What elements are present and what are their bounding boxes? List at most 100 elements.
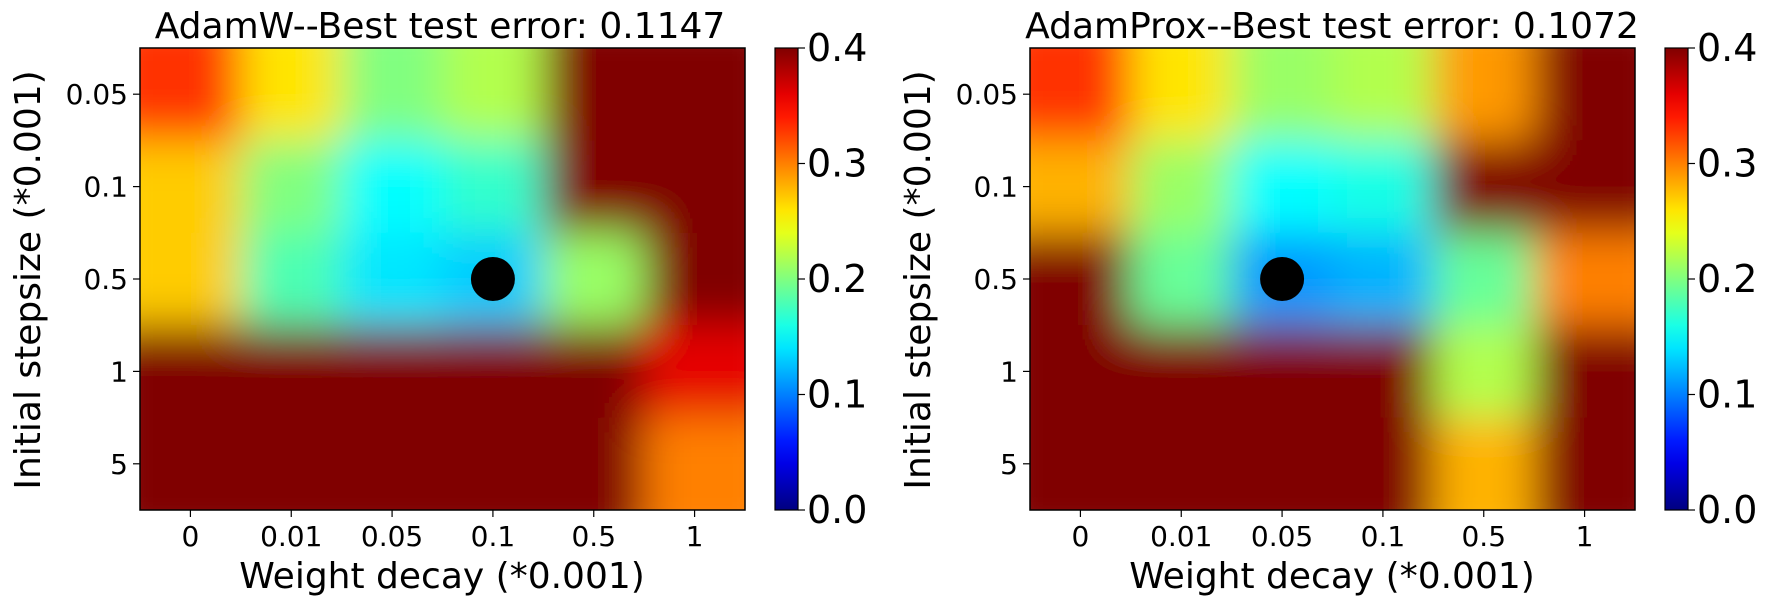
heatmap-cell — [1534, 48, 1635, 141]
heatmap-cell — [1433, 140, 1535, 234]
heatmap-cell — [644, 140, 745, 234]
y-tick-label: 5 — [1000, 448, 1018, 481]
heatmap-cell — [1130, 48, 1233, 141]
heatmap-cell — [1433, 48, 1535, 141]
colorbar-tick-label: 0.3 — [1697, 142, 1757, 186]
best-point-marker — [470, 257, 515, 301]
heatmap-cells — [140, 48, 745, 510]
colorbar-tick-label: 0.4 — [1697, 26, 1757, 70]
x-tick-label: 0 — [1072, 520, 1090, 553]
heatmap-cell — [442, 140, 544, 234]
x-axis-label: Weight decay (*0.001) — [239, 556, 645, 597]
heatmap-cell — [1332, 232, 1434, 326]
heatmap-cell — [644, 325, 745, 419]
heatmap-cells — [1030, 48, 1635, 510]
best-point-marker — [1260, 257, 1305, 301]
heatmap-cell — [341, 232, 443, 326]
colorbar-tick-label: 0.2 — [807, 257, 867, 301]
heatmap-cell — [1130, 325, 1233, 419]
y-tick-label: 1 — [110, 355, 128, 388]
x-axis-label: Weight decay (*0.001) — [1129, 556, 1535, 597]
heatmap-cell — [1130, 232, 1233, 326]
chart-title: AdamProx--Best test error: 0.1072 — [1025, 6, 1639, 47]
heatmap-cell — [442, 417, 544, 510]
heatmap-cell — [1332, 140, 1434, 234]
x-tick-label: 0 — [182, 520, 200, 553]
x-tick-label: 0.1 — [471, 520, 516, 553]
heatmap-panel-adamw: AdamW--Best test error: 0.1147 0 0.01 0.05… — [8, 6, 867, 597]
colorbar — [1664, 47, 1689, 511]
heatmap-cell — [644, 232, 745, 326]
y-axis-label: Initial stepsize (*0.001) — [898, 70, 939, 489]
y-tick-label: 0.5 — [973, 263, 1018, 296]
heatmap-cell — [1534, 325, 1635, 419]
heatmap-cell — [1030, 417, 1132, 510]
heatmap-cell — [240, 417, 343, 510]
heatmap-cell — [1433, 325, 1535, 419]
heatmap-cell — [543, 48, 645, 141]
x-tick-label: 1 — [1576, 520, 1594, 553]
colorbar-tick-label: 0.4 — [807, 26, 867, 70]
x-tick-label: 0.01 — [1150, 520, 1212, 553]
heatmap-cell — [1130, 417, 1233, 510]
heatmap-cell — [1030, 140, 1132, 234]
heatmap-cell — [1030, 232, 1132, 326]
heatmap-cell — [341, 140, 443, 234]
heatmap-cell — [1231, 417, 1333, 510]
x-tick-label: 0.5 — [1461, 520, 1506, 553]
y-axis-ticks: 0.05 0.1 0.5 1 5 — [66, 78, 140, 481]
colorbar-tick-label: 0.3 — [807, 142, 867, 186]
colorbar-tick-label: 0.0 — [807, 488, 867, 532]
y-tick-label: 0.1 — [973, 171, 1018, 204]
y-tick-label: 0.05 — [956, 78, 1018, 111]
heatmap-cell — [1534, 232, 1635, 326]
heatmap-cell — [1332, 325, 1434, 419]
heatmap-cell — [1231, 48, 1333, 141]
y-tick-label: 0.1 — [83, 171, 128, 204]
chart-title: AdamW--Best test error: 0.1147 — [155, 6, 726, 47]
heatmap-cell — [1130, 140, 1233, 234]
heatmap-cell — [140, 325, 242, 419]
x-tick-label: 0.05 — [1251, 520, 1313, 553]
heatmap-cell — [341, 417, 443, 510]
heatmap-cell — [1332, 48, 1434, 141]
heatmap-cell — [140, 48, 242, 141]
heatmap-cell — [644, 48, 745, 141]
x-tick-label: 0.5 — [571, 520, 616, 553]
x-tick-label: 1 — [686, 520, 704, 553]
x-tick-label: 0.05 — [361, 520, 423, 553]
x-axis-ticks: 0 0.01 0.05 0.1 0.5 1 — [182, 510, 704, 553]
heatmap-cell — [1030, 48, 1132, 141]
colorbar-ticks: 0.0 0.1 0.2 0.3 0.4 — [1688, 26, 1757, 532]
heatmap-cell — [644, 417, 745, 510]
colorbar — [774, 47, 799, 511]
heatmap-cell — [341, 325, 443, 419]
colorbar-tick-label: 0.2 — [1697, 257, 1757, 301]
heatmap-panel-adamprox: AdamProx--Best test error: 0.1072 0 0.01 0… — [898, 6, 1757, 597]
heatmap-cell — [543, 140, 645, 234]
heatmap-cell — [1534, 140, 1635, 234]
y-tick-label: 1 — [1000, 355, 1018, 388]
heatmap-cell — [543, 417, 645, 510]
colorbar-tick-label: 0.0 — [1697, 488, 1757, 532]
heatmap-cell — [543, 325, 645, 419]
heatmap-cell — [1030, 325, 1132, 419]
y-axis-ticks: 0.05 0.1 0.5 1 5 — [956, 78, 1030, 481]
heatmap-cell — [1433, 232, 1535, 326]
y-tick-label: 0.05 — [66, 78, 128, 111]
heatmap-cell — [1433, 417, 1535, 510]
colorbar-tick-label: 0.1 — [1697, 373, 1757, 417]
x-tick-label: 0.01 — [260, 520, 322, 553]
heatmap-cell — [543, 232, 645, 326]
colorbar-tick-label: 0.1 — [807, 373, 867, 417]
heatmap-cell — [1231, 325, 1333, 419]
heatmap-cell — [240, 232, 343, 326]
colorbar-ticks: 0.0 0.1 0.2 0.3 0.4 — [798, 26, 867, 532]
heatmap-cell — [1332, 417, 1434, 510]
x-axis-ticks: 0 0.01 0.05 0.1 0.5 1 — [1072, 510, 1594, 553]
heatmap-cell — [1231, 140, 1333, 234]
heatmap-cell — [140, 232, 242, 326]
heatmap-cell — [442, 325, 544, 419]
heatmap-cell — [442, 48, 544, 141]
